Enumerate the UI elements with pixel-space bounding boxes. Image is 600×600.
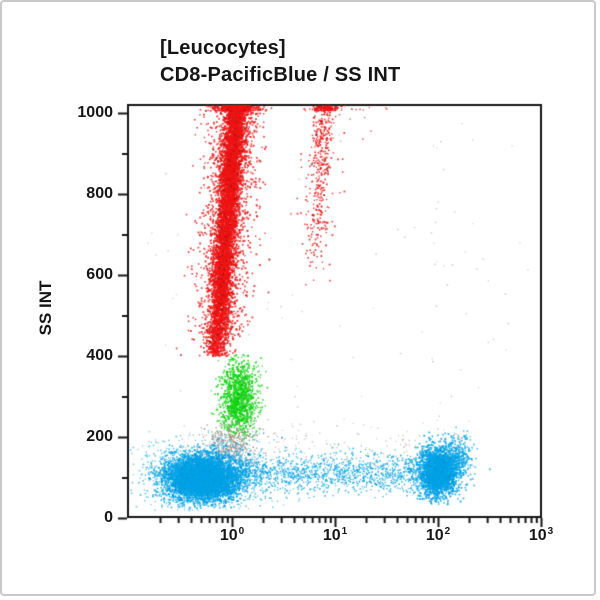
y-tick-label: 200 [86, 428, 113, 445]
y-tick-label: 0 [104, 509, 113, 526]
x-tick-label: 103 [528, 526, 554, 544]
x-tick-label: 100 [219, 526, 245, 544]
plot-header: [Leucocytes] CD8-PacificBlue / SS INT [160, 35, 400, 89]
y-tick-label: 800 [86, 185, 113, 202]
x-tick-label: 102 [425, 526, 451, 544]
plot-subtitle: CD8-PacificBlue / SS INT [160, 64, 401, 86]
y-axis-title: SS INT [36, 280, 55, 336]
y-tick-label: 600 [86, 266, 113, 283]
x-tick-label: 101 [322, 526, 348, 544]
plot-title: [Leucocytes] [160, 37, 286, 59]
y-tick-label: 1000 [77, 104, 113, 121]
y-tick-label: 400 [86, 347, 113, 364]
